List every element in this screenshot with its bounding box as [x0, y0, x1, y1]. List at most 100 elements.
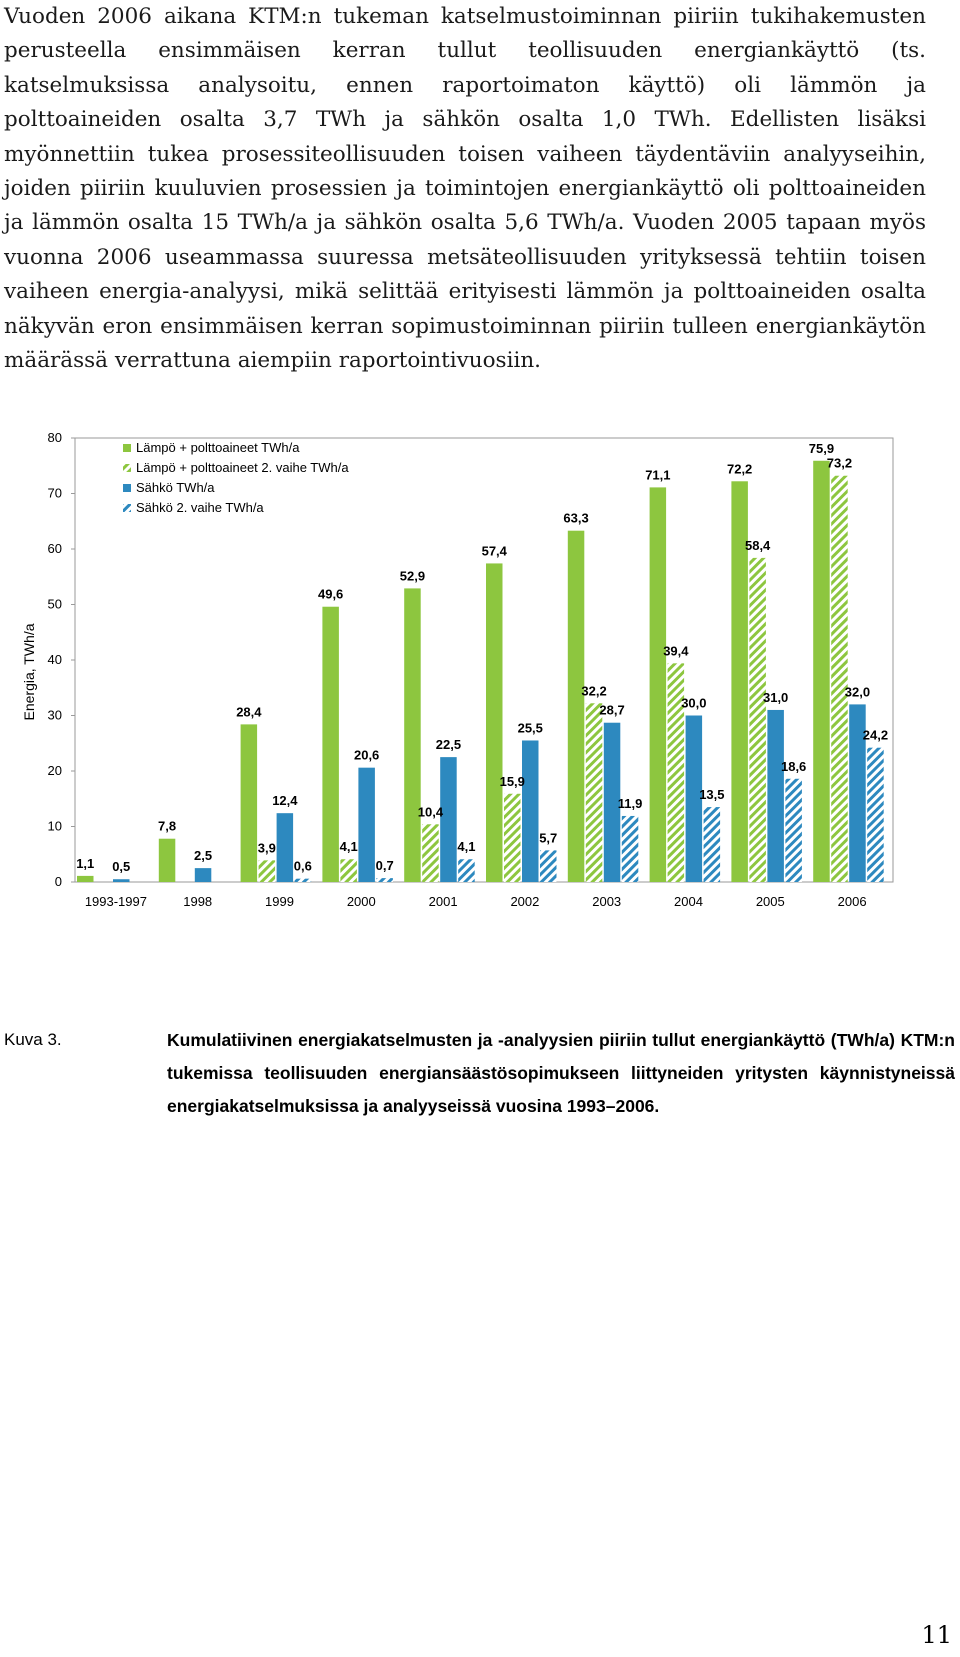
legend-swatch	[123, 504, 131, 512]
y-tick-label: 40	[48, 652, 62, 667]
data-label: 2,5	[194, 848, 212, 863]
y-tick-label: 0	[55, 874, 62, 889]
bar	[585, 703, 603, 882]
data-label: 0,7	[376, 858, 394, 873]
data-label: 31,0	[763, 690, 788, 705]
x-tick-label: 2000	[347, 894, 376, 909]
x-tick-label: 2004	[674, 894, 703, 909]
bar	[621, 815, 639, 882]
bar	[667, 663, 685, 882]
x-tick-label: 2005	[756, 894, 785, 909]
legend-entry: Lämpö + polttoaineet 2. vaihe TWh/a	[136, 460, 349, 475]
data-label: 25,5	[518, 720, 543, 735]
data-label: 4,1	[340, 839, 358, 854]
data-label: 71,1	[645, 467, 670, 482]
x-tick-label: 1993-1997	[85, 894, 147, 909]
legend-entry: Sähkö TWh/a	[136, 480, 215, 495]
bar	[785, 778, 802, 882]
y-tick-label: 50	[48, 597, 62, 612]
y-tick-label: 20	[48, 763, 62, 778]
page-number: 11	[921, 1621, 952, 1649]
data-label: 15,9	[500, 774, 525, 789]
bar	[276, 813, 294, 882]
data-label: 39,4	[663, 643, 689, 658]
bar	[422, 824, 439, 882]
bar	[113, 879, 130, 882]
bar	[731, 481, 748, 882]
bar	[440, 757, 457, 882]
data-label: 75,9	[809, 441, 834, 456]
legend-entry: Sähkö 2. vaihe TWh/a	[136, 500, 264, 515]
bar	[603, 722, 621, 882]
bar	[258, 860, 276, 882]
bar	[703, 807, 721, 882]
x-tick-label: 2002	[510, 894, 539, 909]
bar	[813, 460, 830, 882]
data-label: 32,0	[845, 684, 870, 699]
y-tick-label: 30	[48, 708, 62, 723]
caption-label: Kuva 3.	[4, 1030, 62, 1049]
bar	[404, 588, 421, 882]
x-tick-label: 1998	[183, 894, 212, 909]
y-tick-label: 70	[48, 486, 62, 501]
bar	[240, 724, 258, 882]
legend-swatch	[123, 444, 131, 452]
y-tick-label: 80	[48, 430, 62, 445]
data-label: 4,1	[457, 839, 475, 854]
bar	[340, 859, 357, 882]
caption-text: Kumulatiivinen energiakatselmusten ja -a…	[167, 1030, 955, 1116]
bar	[358, 767, 375, 882]
bar	[77, 875, 94, 882]
data-label: 1,1	[76, 856, 94, 871]
y-axis-title: Energia, TWh/a	[21, 623, 37, 720]
bar	[158, 838, 176, 882]
bar	[849, 704, 866, 882]
legend-entry: Lämpö + polttoaineet TWh/a	[136, 440, 300, 455]
bar	[504, 793, 521, 882]
data-label: 10,4	[418, 804, 444, 819]
data-label: 72,2	[727, 461, 752, 476]
data-label: 12,4	[272, 793, 298, 808]
body-paragraph: Vuoden 2006 aikana KTM:n tukeman katselm…	[4, 4, 926, 374]
x-tick-label: 2001	[429, 894, 458, 909]
legend-swatch	[123, 464, 131, 472]
data-label: 11,9	[618, 796, 643, 811]
energy-bar-chart: 0 10 20 30 40 50 60 70 80 1,1 0,5 7,8 2,5 28,4 3,9 12,…	[21, 430, 894, 909]
data-label: 30,0	[681, 696, 706, 711]
data-label: 57,4	[482, 543, 508, 558]
x-tick-label: 2006	[838, 894, 867, 909]
x-tick-label: 2003	[592, 894, 621, 909]
bar	[685, 715, 703, 882]
data-label: 7,8	[158, 819, 176, 834]
data-label: 63,3	[563, 511, 588, 526]
y-tick-label: 10	[48, 819, 62, 834]
bar	[749, 557, 766, 882]
bar	[458, 859, 475, 882]
bar	[831, 475, 848, 882]
bar	[522, 740, 539, 882]
data-label: 49,6	[318, 587, 343, 602]
data-label: 52,9	[400, 568, 425, 583]
bar	[649, 487, 667, 882]
legend-swatch	[123, 484, 131, 492]
data-label: 0,5	[112, 859, 130, 874]
bar	[567, 530, 585, 882]
x-tick-label: 1999	[265, 894, 294, 909]
data-label: 73,2	[827, 456, 852, 471]
data-label: 22,5	[436, 737, 461, 752]
data-label: 18,6	[781, 759, 806, 774]
data-label: 5,7	[539, 830, 557, 845]
bar	[486, 563, 503, 882]
data-label: 0,6	[294, 859, 312, 874]
bar	[376, 878, 393, 882]
data-label: 28,4	[236, 704, 262, 719]
data-label: 24,2	[863, 728, 888, 743]
data-label: 3,9	[258, 840, 276, 855]
data-label: 13,5	[699, 787, 724, 802]
bar	[540, 850, 557, 882]
bar	[194, 868, 212, 882]
bar	[767, 709, 784, 882]
data-label: 20,6	[354, 748, 379, 763]
data-label: 32,2	[581, 683, 606, 698]
data-label: 58,4	[745, 538, 771, 553]
